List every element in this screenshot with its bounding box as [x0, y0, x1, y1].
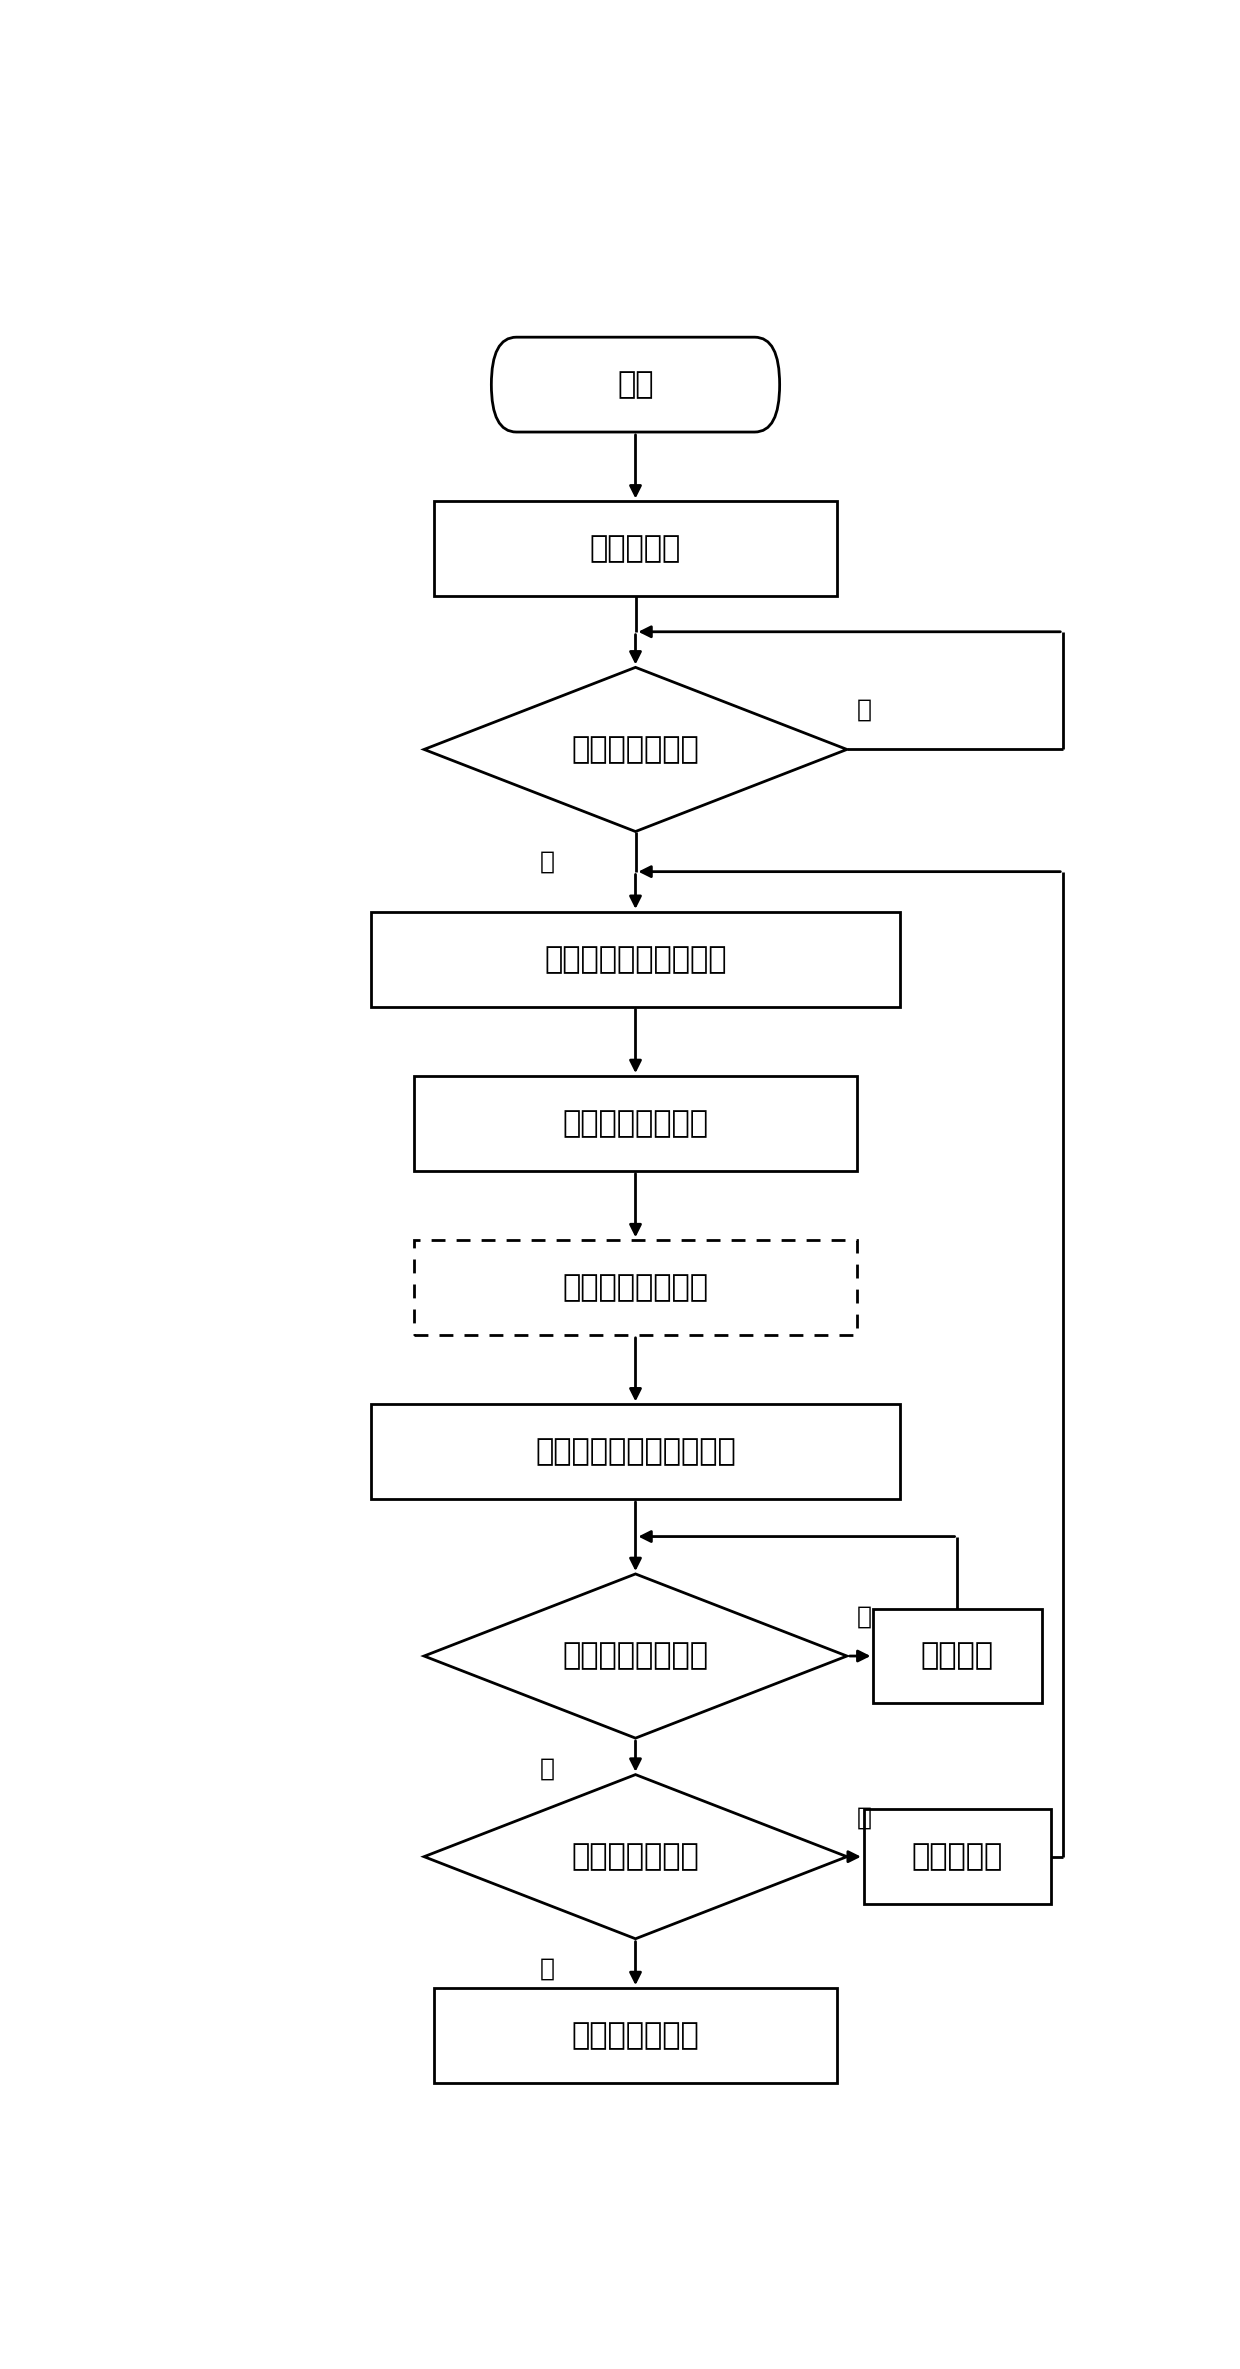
Text: 通知子板保存当前采样值: 通知子板保存当前采样值	[536, 1438, 735, 1466]
Text: 本通道校准结束？: 本通道校准结束？	[563, 1642, 708, 1670]
Text: 是: 是	[539, 850, 554, 874]
Text: 是: 是	[539, 1957, 554, 1980]
Polygon shape	[424, 1774, 847, 1938]
Text: 通知子板进入校准模式: 通知子板进入校准模式	[544, 945, 727, 974]
Text: 下一个值: 下一个值	[921, 1642, 994, 1670]
FancyBboxPatch shape	[491, 336, 780, 431]
Bar	[371, 1405, 900, 1500]
Text: 否: 否	[857, 1604, 872, 1628]
Polygon shape	[424, 1573, 847, 1739]
Text: 是: 是	[539, 1755, 554, 1781]
Text: 开始: 开始	[618, 370, 653, 398]
Text: 测量并显示误差: 测量并显示误差	[572, 2021, 699, 2049]
Bar	[414, 1239, 857, 1336]
Text: 否: 否	[857, 1805, 872, 1829]
Bar	[371, 912, 900, 1007]
Bar	[873, 1609, 1042, 1703]
Text: 下一个通道: 下一个通道	[911, 1843, 1003, 1872]
Bar	[414, 1076, 857, 1170]
Polygon shape	[424, 668, 847, 832]
Text: 否: 否	[857, 699, 872, 723]
Text: 等待子板电路稳定: 等待子板电路稳定	[563, 1272, 708, 1303]
Bar	[434, 502, 837, 597]
Bar	[434, 1988, 837, 2082]
Text: 输出标准电流信号: 输出标准电流信号	[563, 1109, 708, 1137]
Text: 是否有键按下？: 是否有键按下？	[572, 734, 699, 763]
Bar	[864, 1810, 1052, 1905]
Text: 初始化设置: 初始化设置	[590, 535, 681, 564]
Text: 全部校准结束？: 全部校准结束？	[572, 1843, 699, 1872]
